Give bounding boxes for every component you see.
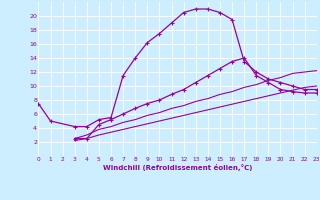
X-axis label: Windchill (Refroidissement éolien,°C): Windchill (Refroidissement éolien,°C) xyxy=(103,164,252,171)
